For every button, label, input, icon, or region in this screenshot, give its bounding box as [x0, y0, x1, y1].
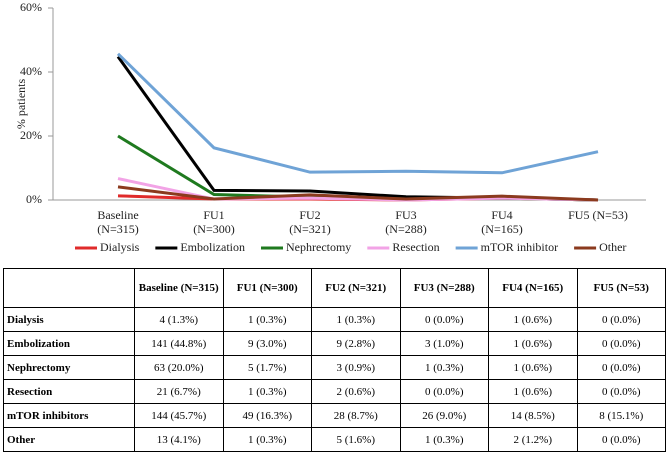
- legend-label: mTOR inhibitor: [481, 240, 558, 254]
- table-cell: 14 (8.5%): [488, 403, 578, 428]
- table-cell: 144 (45.7%): [134, 403, 224, 428]
- header-cell: Baseline (N=315): [134, 268, 224, 308]
- header-row: Baseline (N=315) FU1 (N=300) FU2 (N=321) FU…: [3, 268, 666, 308]
- header-cell: FU3 (N=288): [399, 268, 489, 308]
- legend-label: Other: [599, 240, 626, 254]
- table-cell: 1 (0.6%): [488, 307, 578, 332]
- chart: % patients 0% 20% 40% 60% Dialysis Embolizati…: [14, 0, 646, 254]
- table-cell: 5 (1.7%): [222, 355, 312, 380]
- x-tick-label: FU3 (N=288): [385, 208, 427, 236]
- row-label: mTOR inhibitors: [3, 403, 135, 428]
- row-label: Dialysis: [3, 307, 135, 332]
- table-cell: 3 (0.9%): [311, 355, 401, 380]
- table-cell: 26 (9.0%): [399, 403, 489, 428]
- row-label: Resection: [3, 379, 135, 404]
- x-tick-label: FU1 (N=300): [193, 208, 235, 236]
- header-cell: FU2 (N=321): [311, 268, 401, 308]
- x-tick-label: Baseline (N=315): [97, 208, 139, 236]
- table-cell: 9 (3.0%): [222, 331, 312, 356]
- table-row: Nephrectomy 63 (20.0%) 5 (1.7%) 3 (0.9%) 1 (…: [3, 355, 666, 380]
- page: % patients 0% 20% 40% 60% Dialysis Embolizati…: [3, 0, 666, 452]
- data-table: Baseline (N=315) FU1 (N=300) FU2 (N=321) FU…: [3, 268, 666, 452]
- header-cell: FU5 (N=53): [576, 268, 666, 308]
- table-cell: 0 (0.0%): [576, 427, 666, 452]
- table-cell: 0 (0.0%): [399, 307, 489, 332]
- header-cell: FU4 (N=165): [488, 268, 578, 308]
- legend-label: Embolization: [180, 240, 245, 254]
- table-cell: 1 (0.3%): [222, 379, 312, 404]
- table-cell: 8 (15.1%): [576, 403, 666, 428]
- table-cell: 49 (16.3%): [222, 403, 312, 428]
- table-cell: 28 (8.7%): [311, 403, 401, 428]
- header-cell: FU1 (N=300): [222, 268, 312, 308]
- table-cell: 1 (0.3%): [399, 427, 489, 452]
- table-cell: 3 (1.0%): [399, 331, 489, 356]
- table-cell: 2 (1.2%): [488, 427, 578, 452]
- series-line: [116, 52, 599, 175]
- header-cell: [3, 268, 135, 308]
- table-cell: 4 (1.3%): [134, 307, 224, 332]
- table-cell: 1 (0.6%): [488, 331, 578, 356]
- table-cell: 1 (0.6%): [488, 355, 578, 380]
- y-tick-label: 0%: [26, 192, 42, 206]
- table-row: mTOR inhibitors 144 (45.7%) 49 (16.3%) 28 (…: [3, 403, 666, 428]
- table-cell: 9 (2.8%): [311, 331, 401, 356]
- x-tick-label: FU2 (N=321): [289, 208, 331, 236]
- table-row: Embolization 141 (44.8%) 9 (3.0%) 9 (2.8%) 3…: [3, 331, 666, 356]
- table-cell: 13 (4.1%): [134, 427, 224, 452]
- legend-label: Resection: [392, 240, 439, 254]
- table-cell: 21 (6.7%): [134, 379, 224, 404]
- table-row: Other 13 (4.1%) 1 (0.3%) 5 (1.6%) 1 (0.3%) 2 …: [3, 427, 666, 452]
- table-cell: 0 (0.0%): [399, 379, 489, 404]
- table-cell: 1 (0.3%): [222, 427, 312, 452]
- table-row: Resection 21 (6.7%) 1 (0.3%) 2 (0.6%) 0 (0.0…: [3, 379, 666, 404]
- legend-label: Dialysis: [100, 240, 140, 254]
- table-cell: 0 (0.0%): [576, 331, 666, 356]
- table-cell: 1 (0.6%): [488, 379, 578, 404]
- table-cell: 0 (0.0%): [576, 307, 666, 332]
- y-tick-label: 60%: [20, 0, 42, 14]
- legend-label: Nephrectomy: [286, 240, 351, 254]
- table-cell: 1 (0.3%): [222, 307, 312, 332]
- row-label: Other: [3, 427, 135, 452]
- table-cell: 0 (0.0%): [576, 379, 666, 404]
- table-cell: 1 (0.3%): [399, 355, 489, 380]
- x-tick-label: FU5 (N=53): [568, 208, 628, 222]
- series-line: [117, 185, 599, 202]
- row-label: Embolization: [3, 331, 135, 356]
- y-tick-label: 20%: [20, 128, 42, 142]
- x-tick-label: FU4 (N=165): [481, 208, 523, 236]
- table-cell: 63 (20.0%): [134, 355, 224, 380]
- table-row: Dialysis 4 (1.3%) 1 (0.3%) 1 (0.3%) 0 (0.0%)…: [3, 307, 666, 332]
- row-label: Nephrectomy: [3, 355, 135, 380]
- table-cell: 1 (0.3%): [311, 307, 401, 332]
- table-cell: 5 (1.6%): [311, 427, 401, 452]
- y-tick-label: 40%: [20, 64, 42, 78]
- table-cell: 0 (0.0%): [576, 355, 666, 380]
- table-cell: 141 (44.8%): [134, 331, 224, 356]
- y-axis-label: % patients: [14, 79, 28, 130]
- table-cell: 2 (0.6%): [311, 379, 401, 404]
